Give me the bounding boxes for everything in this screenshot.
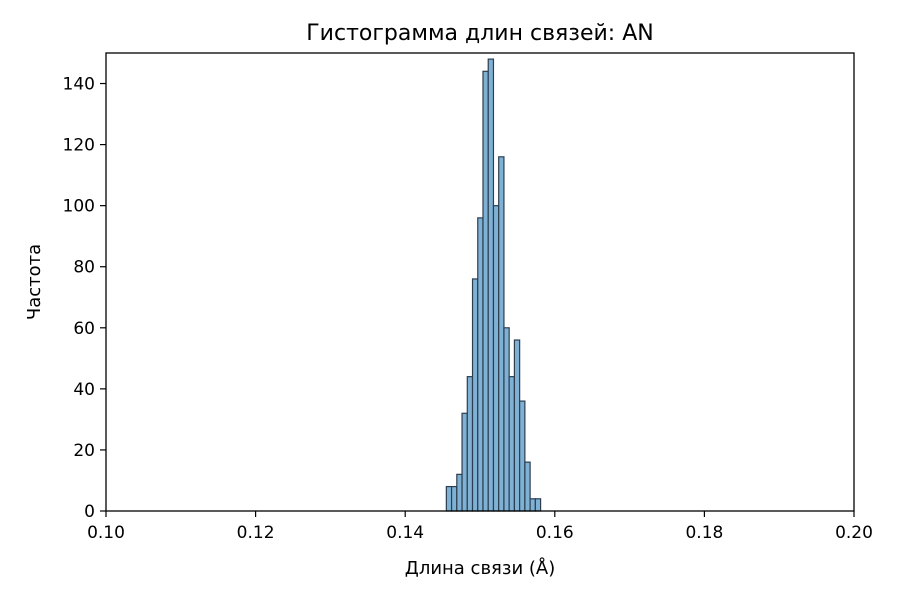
histogram-bar-6 — [477, 217, 484, 512]
y-tick-label-1: 20 — [73, 441, 95, 461]
y-tick-label-3: 60 — [73, 319, 95, 339]
histogram-bar-10 — [498, 156, 505, 512]
y-tick-label-4: 80 — [73, 258, 95, 278]
y-tick-label-6: 120 — [63, 136, 95, 156]
plot-frame — [105, 52, 855, 512]
histogram-bar-0 — [445, 485, 453, 512]
x-tick-label-2: 0.14 — [386, 523, 424, 543]
histogram-bar-4 — [466, 376, 474, 512]
histogram-bar-17 — [534, 498, 542, 512]
x-axis-ticks: 0.10 0.12 0.14 0.16 0.18 0.20 — [87, 511, 873, 543]
histogram-bar-2 — [456, 473, 463, 512]
y-tick-label-5: 100 — [63, 197, 95, 217]
histogram-bar-16 — [529, 498, 536, 512]
y-axis-label: Частота — [24, 244, 45, 320]
x-tick-label-1: 0.12 — [237, 523, 275, 543]
x-tick-label-3: 0.16 — [536, 523, 574, 543]
bars-layer — [445, 58, 542, 512]
y-tick-label-2: 40 — [73, 380, 95, 400]
x-axis-label: Длина связи (Å) — [405, 557, 555, 579]
histogram-bar-3 — [461, 412, 468, 512]
histogram-bar-15 — [524, 461, 531, 512]
histogram-bar-9 — [492, 205, 500, 512]
y-tick-label-0: 0 — [84, 502, 95, 522]
x-tick-label-0: 0.10 — [87, 523, 125, 543]
histogram-bar-14 — [519, 400, 526, 512]
histogram-bar-8 — [487, 58, 495, 512]
histogram-bar-1 — [450, 485, 458, 512]
x-tick-label-4: 0.18 — [685, 523, 723, 543]
y-tick-label-7: 140 — [63, 75, 95, 95]
histogram-bar-7 — [482, 70, 489, 512]
histogram-bar-12 — [508, 376, 516, 512]
histogram-bar-13 — [513, 339, 521, 512]
histogram-bar-5 — [471, 278, 479, 512]
y-axis-ticks: 0 20 40 60 80 100 120 140 — [63, 75, 106, 522]
chart-title: Гистограмма длин связей: AN — [306, 21, 653, 46]
histogram-bar-11 — [503, 327, 510, 512]
x-tick-label-5: 0.20 — [835, 523, 873, 543]
